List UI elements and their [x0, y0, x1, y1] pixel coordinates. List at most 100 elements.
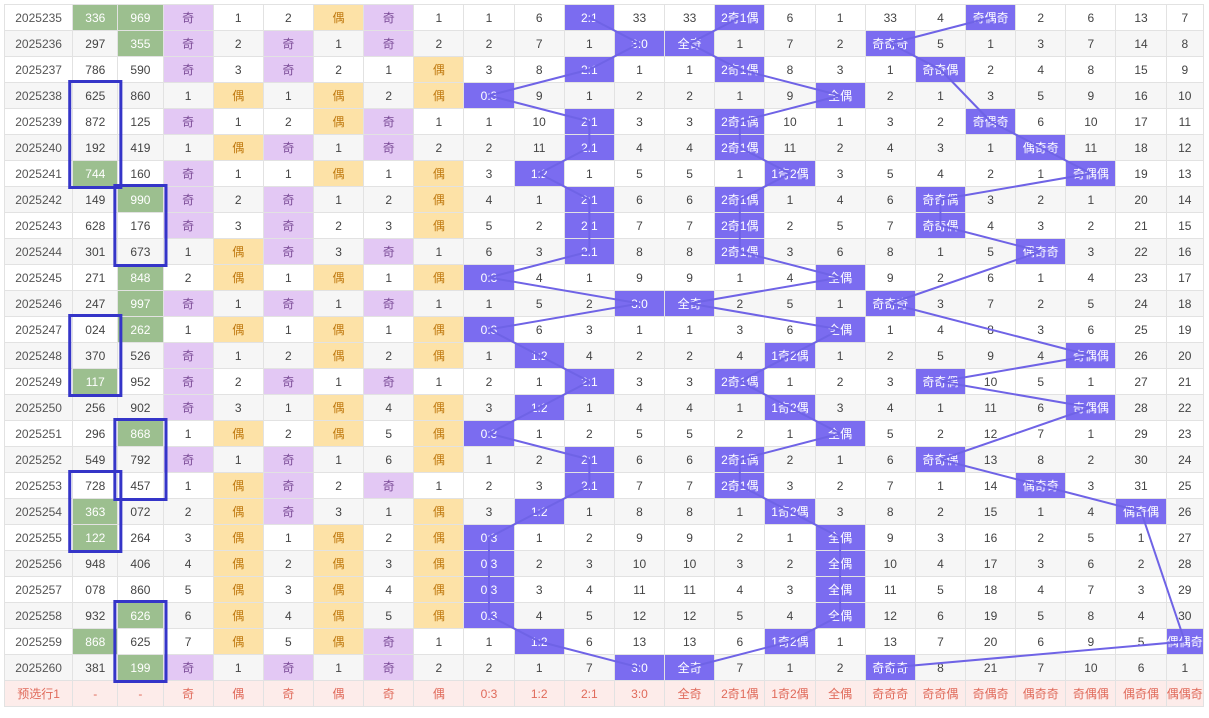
table-cell: 偶 — [413, 576, 465, 603]
footer-cell[interactable]: 偶 — [413, 680, 465, 707]
footer-cell[interactable]: 奇奇偶 — [914, 680, 967, 707]
footer-cell[interactable]: 奇 — [262, 680, 314, 707]
table-cell: 4 — [513, 264, 565, 291]
table-cell: 7 — [162, 628, 214, 655]
table-cell: 2 — [1015, 4, 1067, 31]
table-cell: 2 — [914, 420, 967, 447]
table-cell: 8 — [1165, 30, 1205, 57]
table-cell: 3:0 — [613, 654, 666, 681]
table-cell: 4 — [814, 186, 866, 213]
table-cell: 2 — [914, 108, 967, 135]
table-cell: 4 — [513, 602, 565, 629]
table-cell: 奇 — [363, 108, 415, 135]
table-cell: 2 — [714, 290, 766, 317]
table-cell: 奇 — [262, 446, 314, 473]
table-cell: 1 — [814, 4, 866, 31]
table-cell: 4 — [262, 602, 314, 629]
table-cell: 1 — [312, 134, 365, 161]
footer-cell[interactable]: 预选行1 — [3, 680, 74, 707]
table-cell: 全偶 — [814, 420, 866, 447]
footer-cell[interactable]: 奇 — [162, 680, 214, 707]
table-cell: 奇 — [162, 446, 214, 473]
table-cell: 1 — [613, 316, 666, 343]
footer-cell[interactable]: - — [117, 680, 164, 707]
table-cell: 2 — [1015, 524, 1067, 551]
table-cell: 偶 — [413, 420, 465, 447]
table-cell: 786 — [72, 56, 119, 83]
table-cell: 1 — [212, 4, 264, 31]
table-cell: 2 — [413, 654, 465, 681]
table-cell: 2奇1偶 — [714, 368, 766, 395]
table-cell: 0:3 — [463, 576, 515, 603]
table-cell: 2 — [513, 212, 565, 239]
footer-cell[interactable]: 偶奇偶 — [1115, 680, 1167, 707]
table-cell: 2 — [262, 108, 314, 135]
footer-cell[interactable]: 2:1 — [563, 680, 615, 707]
issue-cell: 2025239 — [3, 108, 74, 135]
table-row: 2025240 192 419 1 偶奇 1 奇 2 2 11 2:1 4 4 2奇1偶 11 2 4 3 1 偶奇奇… — [3, 134, 1205, 161]
table-cell: 9 — [864, 264, 916, 291]
footer-cell[interactable]: 偶奇奇 — [1015, 680, 1067, 707]
footer-cell[interactable]: 奇奇奇 — [864, 680, 916, 707]
table-cell: 6 — [1015, 628, 1067, 655]
footer-cell[interactable]: 奇偶偶 — [1065, 680, 1117, 707]
footer-cell[interactable]: 1奇2偶 — [764, 680, 816, 707]
table-cell: 2 — [262, 420, 314, 447]
footer-cell[interactable]: 1:2 — [513, 680, 565, 707]
table-cell: 11 — [1065, 134, 1117, 161]
table-cell: 4 — [563, 342, 615, 369]
table-cell: 偶 — [212, 420, 264, 447]
table-cell: 125 — [117, 108, 164, 135]
footer-cell[interactable]: 奇 — [363, 680, 415, 707]
table-cell: 6 — [914, 602, 967, 629]
table-cell: 奇奇偶 — [914, 56, 967, 83]
table-cell: 6 — [513, 4, 565, 31]
footer-cell[interactable]: 2奇1偶 — [714, 680, 766, 707]
issue-cell: 2025245 — [3, 264, 74, 291]
footer-cell[interactable]: 全奇 — [664, 680, 716, 707]
footer-cell[interactable]: 奇偶奇 — [964, 680, 1017, 707]
table-cell: 5 — [914, 30, 967, 57]
table-cell: 奇 — [262, 30, 314, 57]
table-cell: 偶 — [413, 498, 465, 525]
table-cell: 072 — [117, 498, 164, 525]
table-cell: 4 — [1065, 264, 1117, 291]
table-cell: 1 — [664, 56, 716, 83]
table-cell: 1奇2偶 — [764, 160, 816, 187]
table-cell: 1 — [413, 628, 465, 655]
table-cell: 4 — [363, 394, 415, 421]
footer-cell[interactable]: 3:0 — [613, 680, 666, 707]
table-cell: 3 — [914, 524, 967, 551]
table-cell: 1:2 — [513, 342, 565, 369]
table-cell: 1 — [262, 316, 314, 343]
table-cell: 355 — [117, 30, 164, 57]
footer-cell[interactable]: 偶 — [212, 680, 264, 707]
table-cell: 奇 — [262, 212, 314, 239]
table-cell: 3 — [764, 238, 816, 265]
table-cell: 1 — [914, 238, 967, 265]
footer-cell[interactable]: 偶 — [312, 680, 365, 707]
table-cell: 2 — [463, 368, 515, 395]
table-cell: 偶 — [312, 316, 365, 343]
table-cell: 1奇2偶 — [764, 628, 816, 655]
table-cell: 21 — [1165, 368, 1205, 395]
table-cell: 1:2 — [513, 628, 565, 655]
table-cell: 1:2 — [513, 498, 565, 525]
table-cell: 奇偶偶 — [1065, 342, 1117, 369]
footer-cell[interactable]: 0:3 — [463, 680, 515, 707]
table-cell: 5 — [1015, 602, 1067, 629]
table-cell: 363 — [72, 498, 119, 525]
table-body: 2025235 336 969 奇 1 2 偶奇 1 1 6 2:1 33 33 2奇1偶 6 1 33 4 奇偶奇… — [3, 4, 1205, 707]
footer-cell[interactable]: 全偶 — [814, 680, 866, 707]
table-cell: 1 — [513, 420, 565, 447]
table-cell: 12 — [864, 602, 916, 629]
table-cell: 2 — [914, 264, 967, 291]
footer-cell[interactable]: 偶偶奇 — [1165, 680, 1205, 707]
table-cell: 8 — [914, 654, 967, 681]
table-cell: 4 — [1115, 602, 1167, 629]
footer-cell[interactable]: - — [72, 680, 119, 707]
table-cell: 12 — [613, 602, 666, 629]
table-cell: 6 — [1115, 654, 1167, 681]
table-cell: 2:1 — [563, 56, 615, 83]
table-cell: 301 — [72, 238, 119, 265]
